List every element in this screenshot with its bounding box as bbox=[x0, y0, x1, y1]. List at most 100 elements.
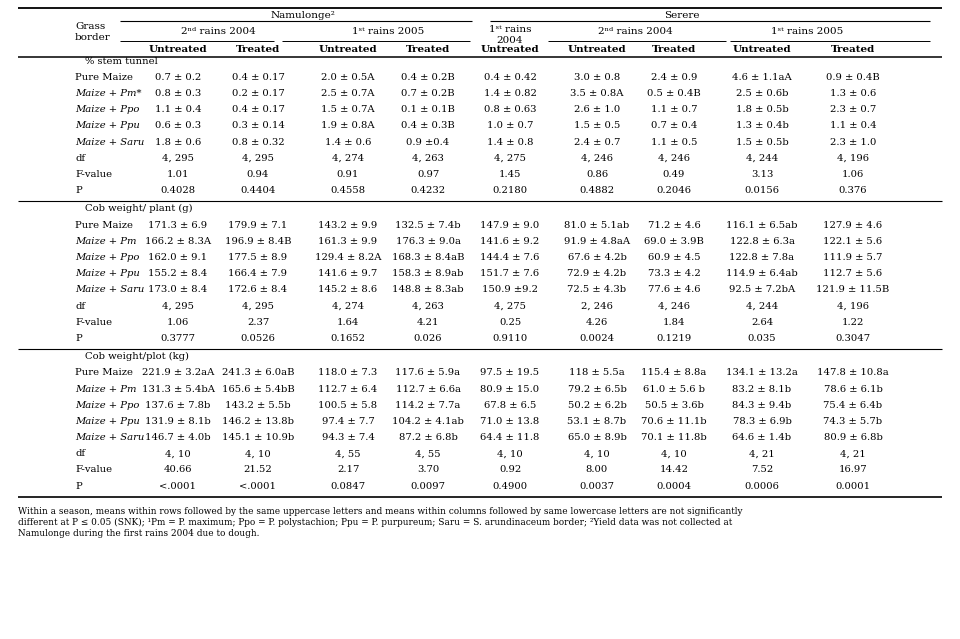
Text: 146.7 ± 4.0b: 146.7 ± 4.0b bbox=[145, 433, 211, 442]
Text: 104.2 ± 4.1ab: 104.2 ± 4.1ab bbox=[392, 417, 464, 426]
Text: 166.2 ± 8.3A: 166.2 ± 8.3A bbox=[145, 236, 211, 246]
Text: 4, 10: 4, 10 bbox=[165, 449, 191, 458]
Text: 0.035: 0.035 bbox=[748, 334, 777, 343]
Text: Maize + Saru: Maize + Saru bbox=[75, 137, 144, 146]
Text: 14.42: 14.42 bbox=[660, 465, 688, 475]
Text: Serere: Serere bbox=[663, 10, 699, 20]
Text: 144.4 ± 7.6: 144.4 ± 7.6 bbox=[480, 253, 540, 262]
Text: 146.2 ± 13.8b: 146.2 ± 13.8b bbox=[222, 417, 294, 426]
Text: 1.1 ± 0.7: 1.1 ± 0.7 bbox=[651, 105, 697, 114]
Text: 4, 295: 4, 295 bbox=[242, 302, 274, 311]
Text: 1.1 ± 0.4: 1.1 ± 0.4 bbox=[155, 105, 202, 114]
Text: P: P bbox=[75, 186, 82, 195]
Text: 69.0 ± 3.9B: 69.0 ± 3.9B bbox=[644, 236, 704, 246]
Text: Maize + Ppo: Maize + Ppo bbox=[75, 105, 139, 114]
Text: 97.4 ± 7.7: 97.4 ± 7.7 bbox=[322, 417, 374, 426]
Text: P: P bbox=[75, 334, 82, 343]
Text: 71.0 ± 13.8: 71.0 ± 13.8 bbox=[480, 417, 540, 426]
Text: 4, 295: 4, 295 bbox=[162, 302, 194, 311]
Text: 0.94: 0.94 bbox=[247, 170, 269, 179]
Text: 0.4 ± 0.42: 0.4 ± 0.42 bbox=[484, 73, 537, 82]
Text: Untreated: Untreated bbox=[481, 45, 540, 54]
Text: 4, 275: 4, 275 bbox=[494, 154, 526, 163]
Text: 2, 246: 2, 246 bbox=[581, 302, 612, 311]
Text: 3.5 ± 0.8A: 3.5 ± 0.8A bbox=[570, 89, 624, 98]
Text: 137.6 ± 7.8b: 137.6 ± 7.8b bbox=[145, 401, 210, 410]
Text: 0.0156: 0.0156 bbox=[745, 186, 780, 195]
Text: 1.5 ± 0.5b: 1.5 ± 0.5b bbox=[735, 137, 788, 146]
Text: 0.25: 0.25 bbox=[499, 318, 521, 327]
Text: 143.2 ± 5.5b: 143.2 ± 5.5b bbox=[226, 401, 291, 410]
Text: 4.6 ± 1.1aA: 4.6 ± 1.1aA bbox=[732, 73, 792, 82]
Text: Cob weight/ plant (g): Cob weight/ plant (g) bbox=[85, 204, 193, 213]
Text: 72.9 ± 4.2b: 72.9 ± 4.2b bbox=[567, 269, 627, 278]
Text: 177.5 ± 8.9: 177.5 ± 8.9 bbox=[228, 253, 288, 262]
Text: 221.9 ± 3.2aA: 221.9 ± 3.2aA bbox=[142, 368, 214, 377]
Text: 1.5 ± 0.7A: 1.5 ± 0.7A bbox=[322, 105, 374, 114]
Text: 50.5 ± 3.6b: 50.5 ± 3.6b bbox=[644, 401, 704, 410]
Text: Untreated: Untreated bbox=[149, 45, 207, 54]
Text: 2.4 ± 0.7: 2.4 ± 0.7 bbox=[574, 137, 620, 146]
Text: 1.8 ± 0.6: 1.8 ± 0.6 bbox=[155, 137, 202, 146]
Text: 148.8 ± 8.3ab: 148.8 ± 8.3ab bbox=[393, 285, 464, 295]
Text: 1.06: 1.06 bbox=[842, 170, 864, 179]
Text: 1.1 ± 0.5: 1.1 ± 0.5 bbox=[651, 137, 697, 146]
Text: 0.4404: 0.4404 bbox=[240, 186, 276, 195]
Text: 4, 274: 4, 274 bbox=[332, 154, 364, 163]
Text: 0.8 ± 0.32: 0.8 ± 0.32 bbox=[231, 137, 284, 146]
Text: 0.9 ±0.4: 0.9 ±0.4 bbox=[406, 137, 449, 146]
Text: 118.0 ± 7.3: 118.0 ± 7.3 bbox=[319, 368, 377, 377]
Text: 4, 275: 4, 275 bbox=[494, 302, 526, 311]
Text: 97.5 ± 19.5: 97.5 ± 19.5 bbox=[480, 368, 540, 377]
Text: Treated: Treated bbox=[236, 45, 280, 54]
Text: 1.9 ± 0.8A: 1.9 ± 0.8A bbox=[322, 121, 374, 130]
Text: 1.0 ± 0.7: 1.0 ± 0.7 bbox=[487, 121, 533, 130]
Text: Treated: Treated bbox=[406, 45, 450, 54]
Text: 1.3 ± 0.6: 1.3 ± 0.6 bbox=[829, 89, 876, 98]
Text: Untreated: Untreated bbox=[567, 45, 626, 54]
Text: 0.4 ± 0.2B: 0.4 ± 0.2B bbox=[401, 73, 455, 82]
Text: 4, 21: 4, 21 bbox=[840, 449, 866, 458]
Text: 0.49: 0.49 bbox=[662, 170, 685, 179]
Text: Untreated: Untreated bbox=[319, 45, 377, 54]
Text: Within a season, means within rows followed by the same uppercase letters and me: Within a season, means within rows follo… bbox=[18, 507, 742, 516]
Text: 65.0 ± 8.9b: 65.0 ± 8.9b bbox=[567, 433, 627, 442]
Text: 92.5 ± 7.2bA: 92.5 ± 7.2bA bbox=[729, 285, 795, 295]
Text: 79.2 ± 6.5b: 79.2 ± 6.5b bbox=[567, 385, 627, 394]
Text: Maize + Saru: Maize + Saru bbox=[75, 285, 144, 295]
Text: 0.1652: 0.1652 bbox=[330, 334, 366, 343]
Text: 4, 246: 4, 246 bbox=[581, 154, 613, 163]
Text: 0.7 ± 0.4: 0.7 ± 0.4 bbox=[651, 121, 697, 130]
Text: 117.6 ± 5.9a: 117.6 ± 5.9a bbox=[396, 368, 461, 377]
Text: 121.9 ± 11.5B: 121.9 ± 11.5B bbox=[816, 285, 890, 295]
Text: 73.3 ± 4.2: 73.3 ± 4.2 bbox=[648, 269, 701, 278]
Text: 141.6 ± 9.2: 141.6 ± 9.2 bbox=[480, 236, 540, 246]
Text: 0.5 ± 0.4B: 0.5 ± 0.4B bbox=[647, 89, 701, 98]
Text: Maize + Saru: Maize + Saru bbox=[75, 433, 144, 442]
Text: Pure Maize: Pure Maize bbox=[75, 73, 133, 82]
Text: 0.0004: 0.0004 bbox=[657, 482, 691, 491]
Text: 1ˢᵗ rains 2005: 1ˢᵗ rains 2005 bbox=[772, 27, 844, 36]
Text: 2.3 ± 1.0: 2.3 ± 1.0 bbox=[829, 137, 876, 146]
Text: 8.00: 8.00 bbox=[586, 465, 608, 475]
Text: 70.1 ± 11.8b: 70.1 ± 11.8b bbox=[641, 433, 707, 442]
Text: 0.92: 0.92 bbox=[499, 465, 521, 475]
Text: 84.3 ± 9.4b: 84.3 ± 9.4b bbox=[732, 401, 792, 410]
Text: 143.2 ± 9.9: 143.2 ± 9.9 bbox=[319, 220, 377, 229]
Text: 0.2180: 0.2180 bbox=[492, 186, 528, 195]
Text: 40.66: 40.66 bbox=[164, 465, 192, 475]
Text: 4, 263: 4, 263 bbox=[412, 302, 444, 311]
Text: 0.6 ± 0.3: 0.6 ± 0.3 bbox=[155, 121, 201, 130]
Text: Maize + Ppo: Maize + Ppo bbox=[75, 401, 139, 410]
Text: 151.7 ± 7.6: 151.7 ± 7.6 bbox=[480, 269, 540, 278]
Text: Treated: Treated bbox=[830, 45, 876, 54]
Text: % stem tunnel: % stem tunnel bbox=[85, 56, 157, 66]
Text: 4, 196: 4, 196 bbox=[837, 154, 869, 163]
Text: Treated: Treated bbox=[652, 45, 696, 54]
Text: df: df bbox=[75, 154, 85, 163]
Text: 0.8 ± 0.3: 0.8 ± 0.3 bbox=[155, 89, 202, 98]
Text: 81.0 ± 5.1ab: 81.0 ± 5.1ab bbox=[564, 220, 630, 229]
Text: 2ⁿᵈ rains 2004: 2ⁿᵈ rains 2004 bbox=[180, 27, 255, 36]
Text: 0.0006: 0.0006 bbox=[745, 482, 780, 491]
Text: 91.9 ± 4.8aA: 91.9 ± 4.8aA bbox=[564, 236, 630, 246]
